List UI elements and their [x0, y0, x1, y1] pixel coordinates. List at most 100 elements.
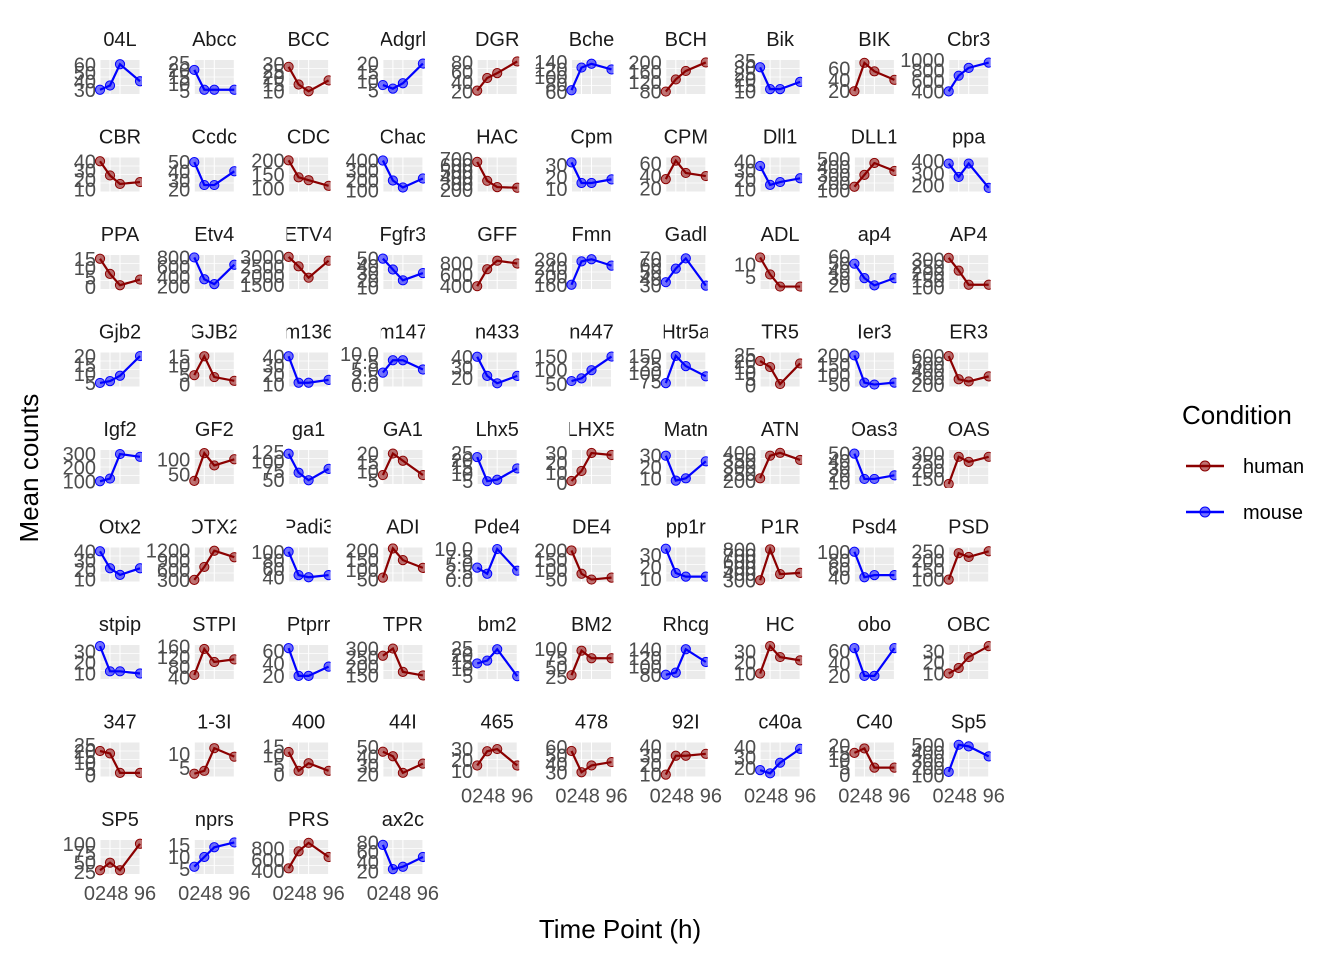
- x-tick-labels: 0248 96: [461, 786, 533, 808]
- y-tick-label: 10: [640, 569, 662, 591]
- y-tick-label: 20: [828, 275, 850, 297]
- series-line: [99, 452, 141, 483]
- data-point: [229, 259, 237, 270]
- data-point: [323, 255, 331, 266]
- data-point: [859, 473, 870, 485]
- y-tick-label: 10: [640, 468, 662, 490]
- y-tick-label: 150: [817, 355, 850, 377]
- y-tick-label: 500: [911, 353, 944, 375]
- data-point: [134, 176, 142, 188]
- panel-title: CPM: [664, 127, 708, 149]
- panel-title: Ccdc: [192, 127, 238, 149]
- data-point: [377, 79, 388, 91]
- data-point: [660, 174, 671, 185]
- y-tick-label: 20: [828, 465, 850, 487]
- series-human: [472, 156, 520, 193]
- series-mouse: [283, 546, 331, 583]
- y-tick-label: 10: [357, 278, 379, 300]
- series-line: [381, 546, 424, 578]
- y-tick-label: 10: [74, 258, 96, 280]
- y-tick-label: 30: [168, 170, 190, 192]
- data-point: [293, 79, 304, 90]
- data-point: [889, 74, 897, 85]
- data-point: [189, 475, 200, 487]
- legend-label-human: human: [1243, 456, 1304, 478]
- series-mouse: [377, 355, 425, 378]
- y-tick-label: 10: [74, 753, 96, 775]
- y-tick-label: 30: [357, 263, 379, 285]
- y-tick-label: 2.5: [351, 367, 379, 389]
- data-point: [134, 350, 142, 362]
- y-tick-label: 250: [723, 464, 756, 486]
- y-tick-label: 40: [734, 737, 756, 759]
- y-tick-label: 60: [357, 842, 379, 864]
- y-tick-label: 3000: [240, 247, 285, 269]
- panel-title: Psd4: [852, 517, 898, 539]
- data-point: [700, 456, 708, 467]
- data-point: [606, 756, 614, 768]
- y-tick-label: 20: [734, 351, 756, 373]
- data-point: [293, 172, 304, 183]
- data-point: [229, 837, 237, 848]
- data-point: [849, 747, 860, 758]
- data-point: [795, 454, 803, 466]
- series-line: [853, 551, 895, 579]
- y-tick-label: 200: [346, 171, 379, 193]
- data-point: [472, 351, 483, 362]
- series-line: [382, 750, 424, 775]
- x-tick-labels: 0248 96: [838, 786, 910, 808]
- data-point: [680, 750, 691, 761]
- panel-title: Cpm: [570, 127, 612, 149]
- series-line: [476, 647, 519, 677]
- y-tick-label: 150: [911, 469, 944, 491]
- data-point: [104, 376, 116, 387]
- y-tick-label: 10: [74, 364, 96, 386]
- y-tick-label: 10: [734, 180, 756, 202]
- y-tick-label: 100: [817, 365, 850, 387]
- data-point: [323, 851, 331, 863]
- y-tick-label: 600: [157, 257, 190, 279]
- series-mouse: [943, 739, 991, 777]
- y-tick-label: 20: [640, 457, 662, 479]
- y-tick-label: 20: [357, 862, 379, 884]
- data-point: [889, 165, 897, 177]
- y-tick-label: 40: [640, 736, 662, 758]
- y-tick-label: 25: [74, 862, 96, 884]
- y-tick-label: 10: [74, 180, 96, 202]
- y-tick-label: 50: [74, 853, 96, 875]
- panel-title: Matn: [664, 419, 708, 441]
- y-tick-label: 60: [262, 559, 284, 581]
- data-point: [134, 767, 142, 778]
- data-point: [283, 448, 294, 459]
- y-tick-label: 30: [828, 458, 850, 480]
- data-point: [660, 769, 671, 780]
- y-tick-label: 75: [640, 371, 662, 393]
- data-point: [323, 570, 331, 581]
- data-point: [606, 572, 614, 583]
- panel-title: pp1r: [666, 517, 706, 539]
- series-human: [283, 837, 331, 874]
- y-tick-label: 150: [911, 271, 944, 293]
- y-tick-label: 5: [839, 758, 850, 780]
- y-tick-label: 30: [734, 161, 756, 183]
- data-point: [209, 656, 220, 668]
- data-point: [670, 750, 681, 761]
- y-tick-label: 40: [640, 269, 662, 291]
- data-point: [482, 746, 493, 757]
- data-point: [293, 570, 304, 581]
- series-human: [94, 838, 142, 876]
- data-point: [943, 766, 954, 777]
- y-tick-label: 40: [828, 567, 850, 589]
- data-point: [229, 654, 237, 665]
- series-human: [943, 351, 991, 387]
- y-tick-label: 80: [828, 550, 850, 572]
- data-point: [377, 650, 388, 661]
- panel-title: 44I: [389, 712, 417, 734]
- data-point: [293, 377, 304, 388]
- y-tick-label: 700: [440, 149, 473, 171]
